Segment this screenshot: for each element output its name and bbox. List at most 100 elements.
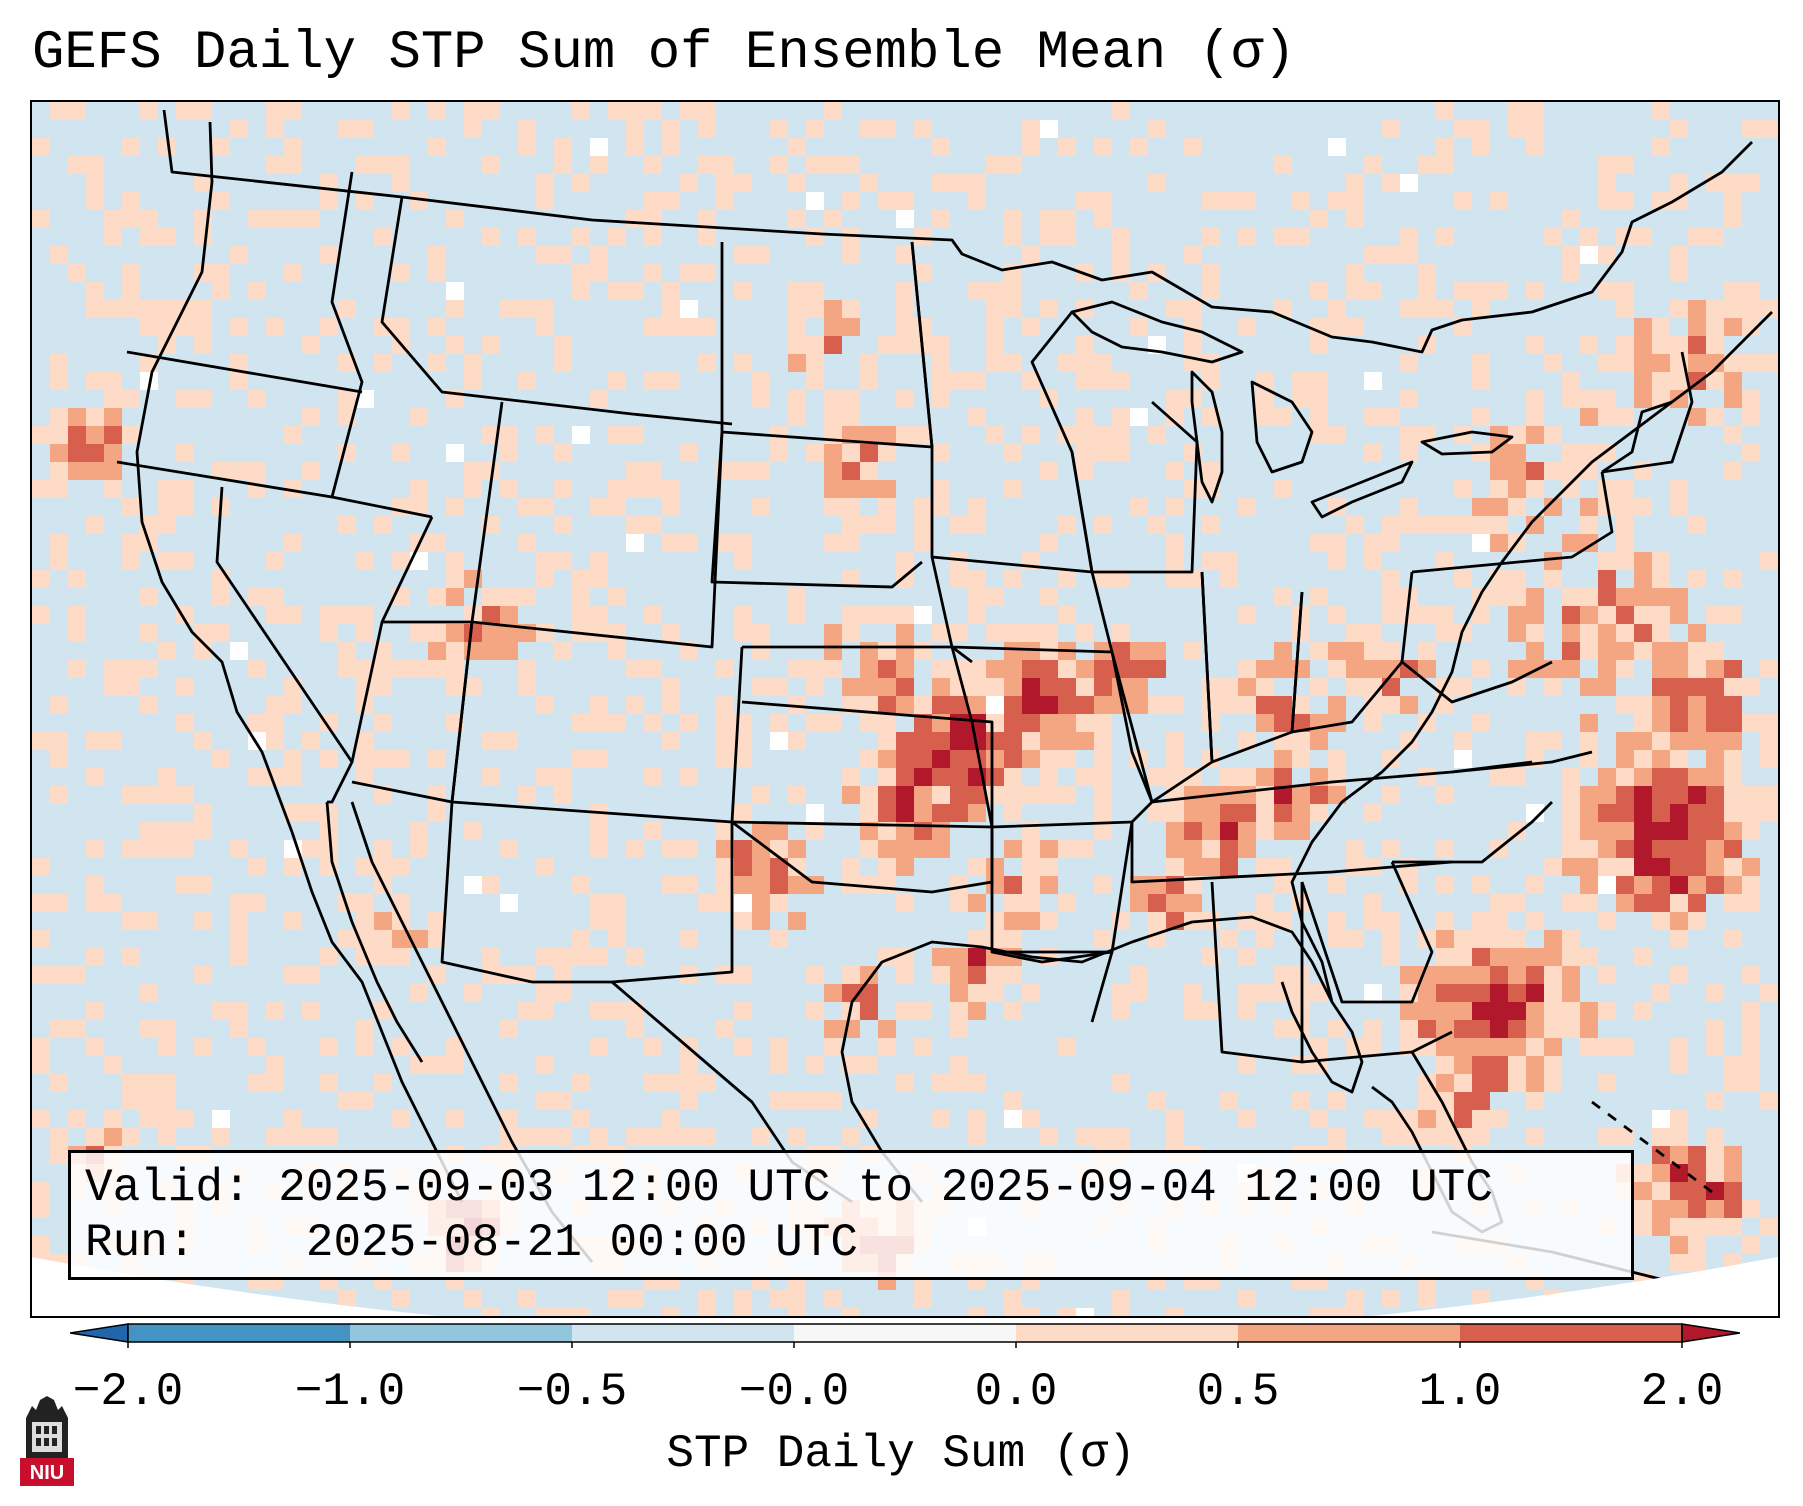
stp-cell bbox=[1454, 678, 1472, 696]
stp-cell bbox=[1598, 390, 1616, 408]
stp-cell bbox=[1526, 1038, 1544, 1056]
stp-cell bbox=[1742, 822, 1760, 840]
stp-cell bbox=[1508, 1002, 1526, 1020]
colorbar-segment bbox=[1460, 1324, 1683, 1342]
stp-cell bbox=[824, 408, 842, 426]
stp-cell bbox=[176, 876, 194, 894]
stp-cell bbox=[1256, 390, 1274, 408]
colorbar-segment bbox=[794, 1324, 1017, 1342]
stp-cell bbox=[1652, 552, 1670, 570]
stp-cell bbox=[1526, 1092, 1544, 1110]
stp-cell bbox=[932, 1110, 950, 1128]
stp-cell bbox=[752, 678, 770, 696]
stp-cell bbox=[1454, 192, 1472, 210]
stp-cell bbox=[482, 876, 500, 894]
stp-cell bbox=[1274, 786, 1292, 804]
stp-cell bbox=[1580, 336, 1598, 354]
stp-cell bbox=[32, 1110, 50, 1128]
stp-cell bbox=[284, 1110, 302, 1128]
stp-cell bbox=[1742, 714, 1760, 732]
stp-cell bbox=[158, 786, 176, 804]
stp-cell bbox=[1526, 120, 1544, 138]
stp-cell bbox=[1058, 894, 1076, 912]
map-panel[interactable] bbox=[30, 100, 1780, 1318]
stp-cell bbox=[374, 318, 392, 336]
stp-cell bbox=[1508, 984, 1526, 1002]
stp-cell bbox=[410, 1056, 428, 1074]
stp-cell bbox=[464, 624, 482, 642]
stp-cell bbox=[104, 480, 122, 498]
stp-cell bbox=[518, 588, 536, 606]
stp-cell bbox=[1076, 408, 1094, 426]
stp-cell bbox=[896, 570, 914, 588]
stp-cell bbox=[680, 534, 698, 552]
stp-cell bbox=[176, 786, 194, 804]
stp-cell bbox=[590, 552, 608, 570]
stp-cell bbox=[1688, 912, 1706, 930]
stp-cell bbox=[446, 336, 464, 354]
stp-cell bbox=[284, 912, 302, 930]
stp-cell bbox=[1004, 786, 1022, 804]
stp-cell bbox=[140, 624, 158, 642]
stp-cell bbox=[572, 426, 590, 444]
stp-cell bbox=[1634, 1218, 1652, 1236]
stp-cell bbox=[1616, 534, 1634, 552]
stp-cell bbox=[608, 282, 626, 300]
stp-cell bbox=[1634, 372, 1652, 390]
stp-cell bbox=[878, 606, 896, 624]
stp-cell bbox=[1238, 840, 1256, 858]
stp-cell bbox=[824, 156, 842, 174]
stp-cell bbox=[1292, 228, 1310, 246]
stp-cell bbox=[1562, 822, 1580, 840]
stp-cell bbox=[1688, 822, 1706, 840]
stp-cell bbox=[1706, 318, 1724, 336]
stp-cell bbox=[1292, 1092, 1310, 1110]
stp-cell bbox=[1040, 660, 1058, 678]
stp-cell bbox=[1004, 966, 1022, 984]
stp-cell bbox=[86, 300, 104, 318]
stp-cell bbox=[1562, 264, 1580, 282]
stp-cell bbox=[1274, 660, 1292, 678]
stp-cell bbox=[1202, 822, 1220, 840]
stp-cell bbox=[1544, 1290, 1562, 1308]
stp-cell bbox=[1742, 282, 1760, 300]
stp-cell bbox=[104, 390, 122, 408]
stp-cell bbox=[968, 894, 986, 912]
stp-cell bbox=[1328, 930, 1346, 948]
stp-cell bbox=[248, 660, 266, 678]
stp-cell bbox=[1022, 912, 1040, 930]
stp-cell bbox=[1598, 786, 1616, 804]
stp-cell bbox=[626, 1020, 644, 1038]
stp-cell bbox=[1166, 822, 1184, 840]
stp-cell bbox=[266, 1074, 284, 1092]
stp-cell bbox=[806, 192, 824, 210]
stp-cell bbox=[50, 102, 68, 120]
stp-cell bbox=[1616, 516, 1634, 534]
stp-cell bbox=[590, 894, 608, 912]
stp-cell bbox=[1652, 1110, 1670, 1128]
stp-cell bbox=[1670, 930, 1688, 948]
stp-cell bbox=[662, 300, 680, 318]
stp-cell bbox=[878, 480, 896, 498]
stp-cell bbox=[536, 1056, 554, 1074]
stp-cell bbox=[986, 786, 1004, 804]
stp-cell bbox=[104, 660, 122, 678]
stp-cell bbox=[1004, 480, 1022, 498]
stp-cell bbox=[1436, 876, 1454, 894]
stp-cell bbox=[770, 930, 788, 948]
stp-cell bbox=[1310, 1308, 1328, 1316]
stp-cell bbox=[1202, 282, 1220, 300]
stp-cell bbox=[1274, 696, 1292, 714]
stp-cell bbox=[1148, 894, 1166, 912]
stp-cell bbox=[1508, 948, 1526, 966]
border-ks-ok bbox=[731, 700, 994, 829]
stp-cell bbox=[1454, 750, 1472, 768]
stp-cell bbox=[716, 1020, 734, 1038]
stp-cell bbox=[1760, 1092, 1778, 1110]
stp-cell bbox=[932, 696, 950, 714]
stp-cell bbox=[86, 732, 104, 750]
stp-cell bbox=[1634, 354, 1652, 372]
stp-cell bbox=[878, 768, 896, 786]
stp-cell bbox=[1364, 1038, 1382, 1056]
stp-cell bbox=[1688, 786, 1706, 804]
